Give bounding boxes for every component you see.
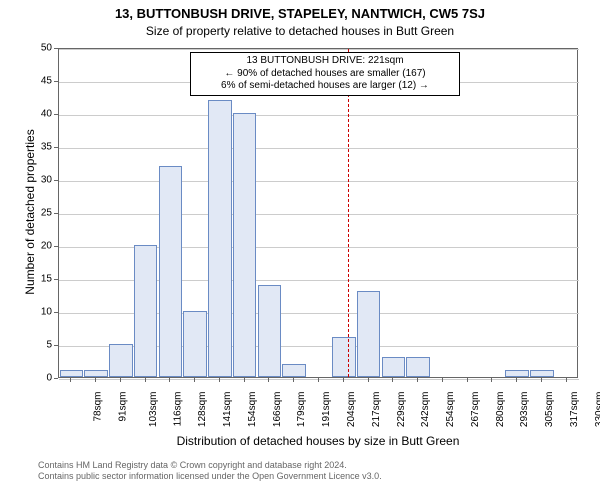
x-tick-mark — [120, 378, 121, 382]
gridline — [59, 148, 579, 149]
histogram-bar — [357, 291, 381, 377]
y-tick-mark — [54, 279, 58, 280]
x-tick-mark — [95, 378, 96, 382]
x-tick-label: 166sqm — [272, 392, 283, 428]
y-tick-label: 20 — [0, 241, 52, 252]
y-tick-label: 25 — [0, 208, 52, 219]
histogram-bar — [406, 357, 430, 377]
annotation-line1: 13 BUTTONBUSH DRIVE: 221sqm — [195, 55, 455, 68]
x-tick-label: 229sqm — [396, 392, 407, 428]
x-tick-mark — [368, 378, 369, 382]
x-tick-mark — [392, 378, 393, 382]
y-tick-label: 15 — [0, 274, 52, 285]
histogram-bar — [60, 370, 84, 377]
gridline — [59, 115, 579, 116]
y-tick-mark — [54, 81, 58, 82]
histogram-bar — [134, 245, 158, 377]
y-tick-mark — [54, 246, 58, 247]
chart-container: { "chart": { "type": "histogram", "title… — [0, 0, 600, 500]
y-tick-mark — [54, 213, 58, 214]
gridline — [59, 181, 579, 182]
footer-line2: Contains public sector information licen… — [38, 471, 382, 482]
x-tick-label: 330sqm — [594, 392, 600, 428]
x-tick-label: 217sqm — [371, 392, 382, 428]
chart-title-line1: 13, BUTTONBUSH DRIVE, STAPELEY, NANTWICH… — [0, 6, 600, 23]
y-tick-mark — [54, 114, 58, 115]
x-tick-mark — [219, 378, 220, 382]
x-tick-mark — [417, 378, 418, 382]
histogram-bar — [332, 337, 356, 377]
x-tick-mark — [169, 378, 170, 382]
x-tick-label: 293sqm — [519, 392, 530, 428]
x-tick-mark — [566, 378, 567, 382]
histogram-bar — [258, 285, 282, 377]
y-tick-mark — [54, 378, 58, 379]
x-tick-mark — [541, 378, 542, 382]
x-tick-label: 204sqm — [346, 392, 357, 428]
x-tick-label: 191sqm — [321, 392, 332, 428]
gridline — [59, 214, 579, 215]
annotation-box: 13 BUTTONBUSH DRIVE: 221sqm ← 90% of det… — [190, 52, 460, 96]
x-tick-label: 91sqm — [118, 392, 129, 422]
y-tick-label: 30 — [0, 175, 52, 186]
histogram-bar — [159, 166, 183, 377]
y-tick-label: 35 — [0, 142, 52, 153]
chart-title-line2: Size of property relative to detached ho… — [0, 24, 600, 40]
histogram-bar — [505, 370, 529, 377]
x-tick-mark — [343, 378, 344, 382]
annotation-line3: 6% of semi-detached houses are larger (1… — [195, 80, 455, 93]
gridline — [59, 379, 579, 380]
histogram-bar — [282, 364, 306, 377]
annotation-line2: ← 90% of detached houses are smaller (16… — [195, 68, 455, 81]
x-tick-label: 154sqm — [247, 392, 258, 428]
y-tick-mark — [54, 345, 58, 346]
plot-area — [58, 48, 578, 378]
histogram-bar — [84, 370, 108, 377]
x-tick-label: 317sqm — [569, 392, 580, 428]
x-tick-label: 179sqm — [297, 392, 308, 428]
x-tick-label: 242sqm — [420, 392, 431, 428]
histogram-bar — [382, 357, 406, 377]
x-tick-label: 254sqm — [445, 392, 456, 428]
histogram-bar — [233, 113, 257, 377]
footer-attribution: Contains HM Land Registry data © Crown c… — [38, 460, 382, 483]
x-axis-title: Distribution of detached houses by size … — [58, 434, 578, 448]
y-tick-mark — [54, 312, 58, 313]
x-tick-mark — [318, 378, 319, 382]
x-tick-label: 128sqm — [198, 392, 209, 428]
x-tick-label: 305sqm — [544, 392, 555, 428]
y-tick-label: 50 — [0, 43, 52, 54]
x-tick-mark — [442, 378, 443, 382]
x-tick-label: 78sqm — [93, 392, 104, 422]
histogram-bar — [208, 100, 232, 377]
x-tick-label: 103sqm — [148, 392, 159, 428]
x-tick-label: 141sqm — [222, 392, 233, 428]
histogram-bar — [109, 344, 133, 377]
x-tick-mark — [491, 378, 492, 382]
y-tick-label: 45 — [0, 76, 52, 87]
x-tick-mark — [70, 378, 71, 382]
x-tick-mark — [293, 378, 294, 382]
y-tick-mark — [54, 147, 58, 148]
x-tick-mark — [244, 378, 245, 382]
x-tick-mark — [145, 378, 146, 382]
histogram-bar — [183, 311, 207, 377]
y-tick-label: 5 — [0, 340, 52, 351]
x-tick-label: 267sqm — [470, 392, 481, 428]
histogram-bar — [530, 370, 554, 377]
y-tick-label: 10 — [0, 307, 52, 318]
x-tick-mark — [516, 378, 517, 382]
x-tick-mark — [194, 378, 195, 382]
y-tick-label: 0 — [0, 373, 52, 384]
x-tick-mark — [467, 378, 468, 382]
gridline — [59, 49, 579, 50]
x-tick-label: 116sqm — [172, 392, 183, 427]
y-tick-mark — [54, 180, 58, 181]
x-tick-label: 280sqm — [495, 392, 506, 428]
y-tick-mark — [54, 48, 58, 49]
reference-line — [348, 49, 349, 377]
y-tick-label: 40 — [0, 109, 52, 120]
x-tick-mark — [268, 378, 269, 382]
footer-line1: Contains HM Land Registry data © Crown c… — [38, 460, 382, 471]
